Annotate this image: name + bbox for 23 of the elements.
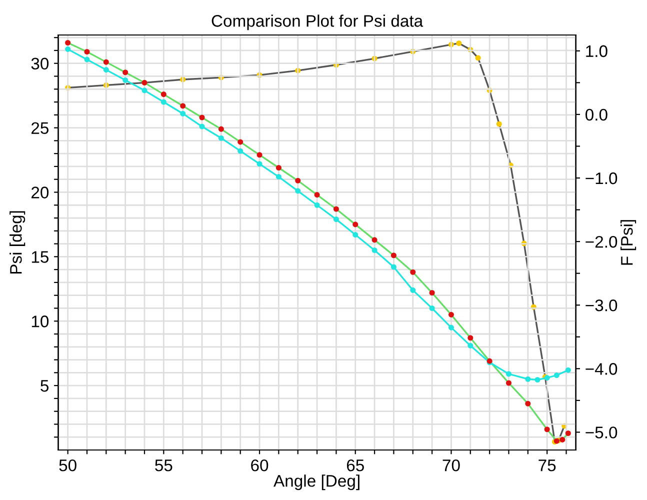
y2-tick-label: 1.0 — [586, 45, 608, 58]
y2-tick-label: −4.0 — [586, 363, 618, 375]
y2-tick-label: −3.0 — [586, 300, 618, 312]
x-tick-label: 75 — [538, 460, 556, 472]
y2-tick-label: −2.0 — [586, 236, 618, 248]
y-tick-label: 20 — [32, 186, 49, 198]
chart-title: Comparison Plot for Psi data — [212, 14, 424, 30]
y2-tick-label: −1.0 — [586, 172, 618, 184]
y2-tick-label: −5.0 — [586, 426, 618, 438]
y-axis-title: Psi [deg] — [10, 211, 26, 274]
y2-axis-title: F [Psi] — [620, 220, 636, 265]
y2-tick-label: 0.0 — [586, 108, 608, 121]
x-tick-label: 55 — [155, 460, 172, 472]
x-axis-title: Angle [Deg] — [274, 474, 360, 490]
y-tick-label: 25 — [32, 122, 49, 134]
x-tick-label: 60 — [251, 459, 268, 472]
x-tick-label: 70 — [442, 459, 460, 472]
x-tick-label: 65 — [346, 459, 364, 472]
y-tick-label: 30 — [31, 58, 49, 70]
y-tick-label: 10 — [32, 316, 49, 328]
x-tick-label: 50 — [59, 459, 76, 472]
y-tick-label: 15 — [32, 251, 49, 263]
y-tick-label: 5 — [40, 380, 49, 392]
